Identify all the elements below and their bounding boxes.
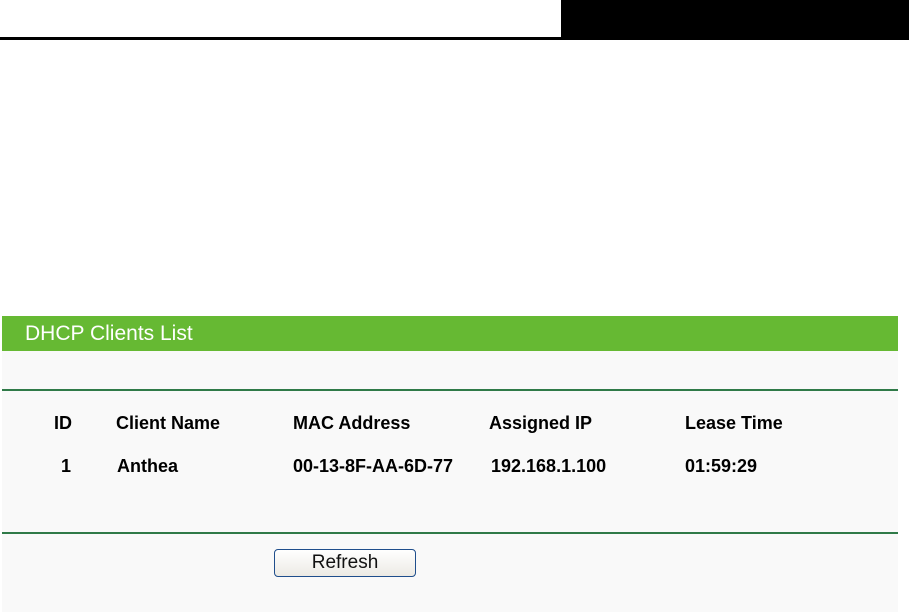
column-header-assigned-ip: Assigned IP	[489, 413, 593, 433]
column-header-mac-address: MAC Address	[293, 413, 411, 433]
cell-assigned-ip: 192.168.1.100	[491, 456, 607, 476]
column-header-id: ID	[54, 413, 72, 433]
section-title: DHCP Clients List	[2, 316, 898, 351]
divider-bottom	[2, 532, 898, 534]
cell-id: 1	[61, 456, 72, 476]
column-header-lease-time: Lease Time	[685, 413, 783, 433]
dhcp-clients-panel	[2, 316, 898, 612]
refresh-button[interactable]: Refresh	[274, 549, 416, 577]
header-rule	[0, 37, 909, 40]
cell-lease-time: 01:59:29	[685, 456, 758, 476]
divider-top	[2, 389, 898, 391]
header-black-box	[561, 0, 909, 40]
cell-mac-address: 00-13-8F-AA-6D-77	[293, 456, 454, 476]
column-header-client-name: Client Name	[116, 413, 221, 433]
cell-client-name: Anthea	[117, 456, 179, 476]
